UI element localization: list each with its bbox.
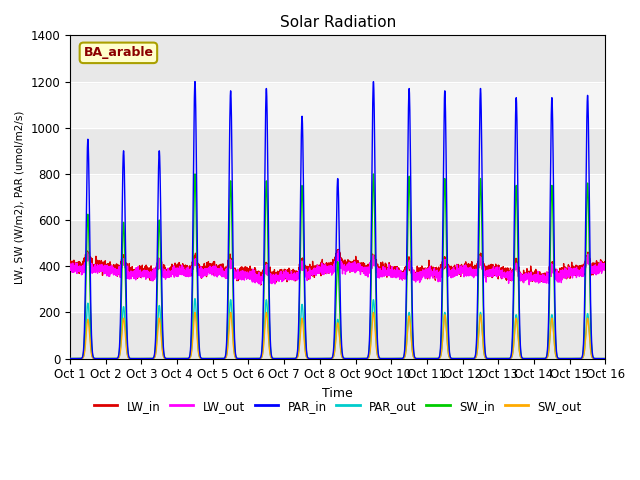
Bar	[70, 36, 605, 82]
LW_in	[318, 262, 326, 268]
PAR_out	[488, 356, 496, 361]
LW_in	[335, 247, 342, 252]
LW_out	[163, 270, 170, 276]
Line: LW_out: LW_out	[70, 251, 605, 285]
PAR_out	[191, 296, 199, 301]
LW_in	[488, 275, 496, 280]
PAR_out	[601, 356, 609, 361]
Legend: LW_in, LW_out, PAR_in, PAR_out, SW_in, SW_out: LW_in, LW_out, PAR_in, PAR_out, SW_in, S…	[89, 395, 587, 417]
SW_in	[163, 356, 170, 361]
PAR_in	[602, 356, 609, 361]
SW_out	[458, 356, 465, 361]
LW_out	[488, 266, 496, 272]
Bar	[70, 82, 605, 128]
Title: Solar Radiation: Solar Radiation	[280, 15, 396, 30]
Bar	[70, 220, 605, 266]
LW_out	[458, 268, 465, 274]
SW_in	[66, 356, 74, 361]
PAR_out	[602, 356, 609, 361]
PAR_in	[163, 356, 170, 361]
LW_out	[335, 248, 342, 253]
LW_in	[257, 282, 265, 288]
LW_in	[428, 266, 436, 272]
PAR_out	[458, 356, 465, 361]
Bar	[70, 174, 605, 220]
PAR_in	[66, 356, 74, 361]
Bar	[70, 128, 605, 174]
SW_in	[428, 356, 436, 361]
LW_out	[601, 267, 609, 273]
SW_in	[318, 356, 326, 361]
LW_out	[428, 269, 436, 275]
PAR_in	[191, 79, 199, 84]
LW_out	[66, 265, 74, 271]
PAR_out	[428, 356, 436, 361]
SW_in	[458, 356, 465, 361]
PAR_in	[318, 356, 326, 361]
PAR_in	[458, 356, 465, 361]
Text: BA_arable: BA_arable	[83, 47, 154, 60]
LW_out	[602, 265, 609, 271]
PAR_in	[488, 356, 496, 361]
PAR_out	[318, 356, 326, 361]
SW_out	[428, 356, 436, 361]
Line: SW_in: SW_in	[70, 174, 605, 359]
SW_in	[602, 356, 609, 361]
LW_in	[601, 259, 609, 265]
Line: SW_out: SW_out	[70, 312, 605, 359]
Bar	[70, 266, 605, 312]
PAR_in	[428, 356, 436, 361]
SW_out	[601, 356, 609, 361]
LW_out	[317, 268, 325, 274]
Bar	[70, 312, 605, 359]
LW_in	[163, 272, 170, 277]
SW_in	[191, 171, 199, 177]
SW_in	[601, 356, 609, 361]
Line: PAR_out: PAR_out	[70, 299, 605, 359]
X-axis label: Time: Time	[323, 387, 353, 400]
SW_out	[191, 310, 199, 315]
SW_out	[318, 356, 326, 361]
SW_out	[602, 356, 609, 361]
Y-axis label: LW, SW (W/m2), PAR (umol/m2/s): LW, SW (W/m2), PAR (umol/m2/s)	[15, 110, 25, 284]
Line: LW_in: LW_in	[70, 250, 605, 285]
LW_in	[602, 263, 609, 268]
SW_out	[488, 356, 496, 361]
Line: PAR_in: PAR_in	[70, 82, 605, 359]
LW_in	[66, 261, 74, 267]
PAR_out	[66, 356, 74, 361]
SW_out	[66, 356, 74, 361]
SW_out	[163, 356, 170, 361]
PAR_in	[601, 356, 609, 361]
LW_out	[525, 282, 533, 288]
PAR_out	[163, 356, 170, 361]
SW_in	[488, 356, 496, 361]
LW_in	[458, 267, 466, 273]
